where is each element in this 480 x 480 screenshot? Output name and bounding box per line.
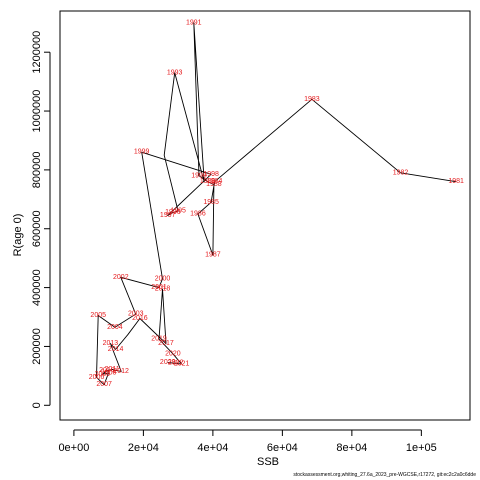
x-tick-label: 4e+04 (197, 442, 228, 454)
point-label-2017: 2017 (158, 340, 174, 347)
x-tick-label: 6e+04 (267, 442, 298, 454)
y-tick-label: 0 (31, 402, 43, 408)
plot-border (59, 10, 471, 421)
y-tick-label: 600000 (31, 210, 43, 247)
y-tick-label: 200000 (31, 328, 43, 365)
y-tick-label: 1000000 (31, 90, 43, 133)
point-label-2016: 2016 (132, 315, 148, 322)
point-label-2019: 2019 (151, 336, 167, 343)
point-label-1999: 1999 (134, 149, 150, 156)
point-label-2001: 2001 (151, 284, 167, 291)
point-label-2000: 2000 (155, 275, 171, 282)
point-label-2013: 2013 (103, 340, 119, 347)
x-axis: 0e+00 2e+04 4e+04 6e+04 8e+04 1e+05 (58, 429, 437, 454)
plot-frame (59, 10, 471, 421)
point-label-2004: 2004 (107, 324, 123, 331)
point-label-1981: 1981 (448, 178, 464, 185)
x-tick-label: 2e+04 (128, 442, 159, 454)
point-label-2007: 2007 (96, 381, 112, 388)
y-axis: 0 200000 400000 600000 800000 1000000 1200000 (31, 31, 51, 408)
point-label-2010: 2010 (99, 367, 115, 374)
y-tick-label: 1200000 (31, 31, 43, 74)
point-label-1997: 1997 (160, 212, 176, 219)
point-label-1989: 1989 (200, 178, 216, 185)
point-label-1998: 1998 (203, 171, 219, 178)
point-label-1988: 1988 (206, 181, 222, 188)
point-label-1987: 1987 (205, 252, 221, 259)
point-label-1996: 1996 (165, 209, 181, 216)
x-tick-label: 0e+00 (58, 442, 89, 454)
point-label-2020: 2020 (165, 350, 181, 357)
y-tick-label: 800000 (31, 152, 43, 189)
point-label-1982: 1982 (393, 169, 409, 176)
y-axis-title: R(age 0) (12, 214, 24, 257)
point-label-2018: 2018 (155, 286, 171, 293)
point-label-2009: 2009 (95, 371, 111, 378)
point-label-1984: 1984 (207, 178, 223, 185)
point-label-2003: 2003 (128, 311, 144, 318)
point-label-2014: 2014 (108, 346, 124, 353)
point-label-2005: 2005 (90, 312, 106, 319)
sr-trajectory-line (96, 22, 457, 386)
point-label-2002: 2002 (113, 274, 129, 281)
point-label-2012: 2012 (113, 368, 129, 375)
point-label-2008: 2008 (101, 369, 117, 376)
point-label-1990: 1990 (191, 172, 207, 179)
point-label-1991: 1991 (186, 19, 202, 26)
point-label-1995: 1995 (170, 208, 186, 215)
footer-text: stockassessment.org,whiting_27.6a_2023_p… (293, 472, 476, 478)
y-tick-label: 400000 (31, 269, 43, 306)
point-label-2021: 2021 (174, 361, 190, 368)
x-tick-label: 8e+04 (336, 442, 367, 454)
series-line (96, 22, 457, 386)
point-label-1985: 1985 (203, 199, 219, 206)
point-label-2011: 2011 (105, 366, 120, 373)
point-label-1983: 1983 (304, 96, 320, 103)
x-tick-label: 1e+05 (406, 442, 437, 454)
point-label-1993: 1993 (167, 69, 183, 76)
point-label-2006: 2006 (89, 374, 105, 381)
point-label-1986: 1986 (190, 211, 206, 218)
point-label-2022: 2022 (168, 360, 184, 367)
x-axis-title: SSB (257, 456, 279, 468)
point-label-2023: 2023 (160, 359, 176, 366)
